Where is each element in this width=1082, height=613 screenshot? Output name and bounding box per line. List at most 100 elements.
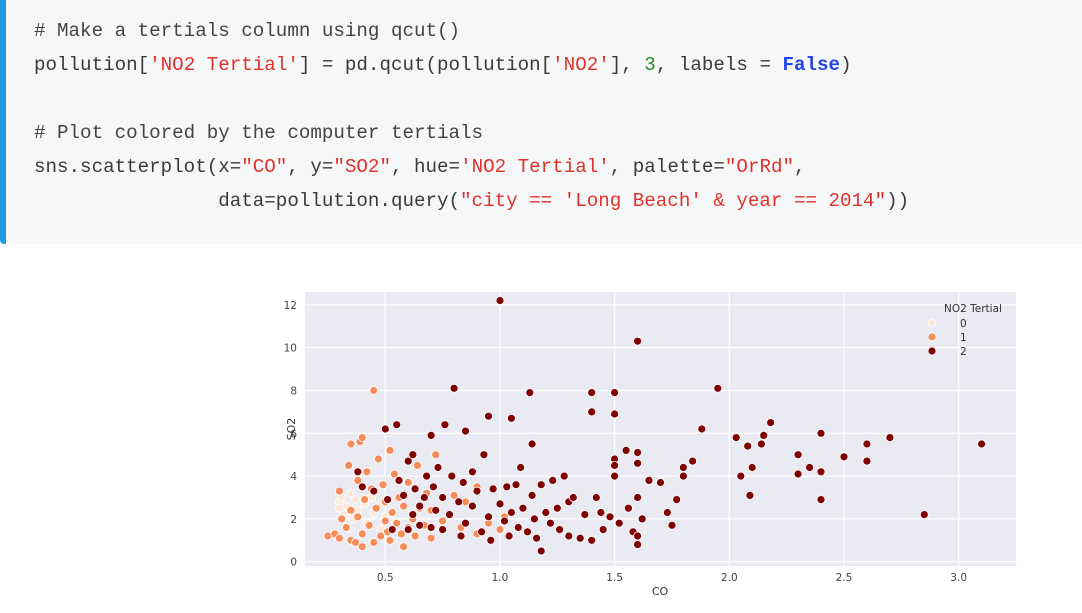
data-point bbox=[511, 480, 521, 490]
data-point bbox=[488, 484, 498, 494]
data-point bbox=[410, 484, 420, 494]
y-tick-label: 4 bbox=[290, 471, 297, 483]
scatter-plot-output: 0 2 4 6 8 10 12 0.5 1.0 1.5 2.0 2.5 3.0 CO SO2 NO2 … bbox=[270, 283, 1030, 609]
data-point bbox=[426, 430, 436, 440]
data-point bbox=[633, 458, 643, 468]
data-point bbox=[374, 454, 383, 464]
data-point bbox=[862, 439, 872, 449]
data-point bbox=[390, 469, 399, 479]
x-tick-label: 3.0 bbox=[950, 572, 967, 584]
code-token: 'NO2 Tertial' bbox=[149, 54, 299, 76]
code-token: data=pollution.query( bbox=[34, 190, 461, 212]
data-point bbox=[568, 493, 578, 502]
data-point bbox=[504, 531, 514, 541]
data-point bbox=[461, 426, 470, 436]
data-point bbox=[545, 518, 555, 528]
data-point bbox=[766, 418, 776, 428]
data-point bbox=[394, 475, 404, 485]
data-point bbox=[885, 433, 895, 443]
code-token: 'NO2' bbox=[552, 54, 610, 76]
data-point bbox=[472, 486, 482, 496]
legend-label: 2 bbox=[960, 346, 967, 358]
data-point bbox=[598, 525, 608, 535]
data-point bbox=[633, 336, 643, 346]
data-point bbox=[759, 430, 769, 440]
data-point bbox=[633, 493, 643, 502]
data-point bbox=[353, 467, 363, 477]
data-point bbox=[614, 518, 624, 528]
data-point bbox=[376, 531, 386, 541]
plot-area bbox=[305, 292, 1016, 566]
data-point bbox=[415, 501, 425, 511]
data-point bbox=[523, 527, 532, 537]
data-point bbox=[341, 523, 351, 532]
data-point bbox=[440, 420, 450, 430]
data-point bbox=[536, 546, 546, 556]
data-point bbox=[380, 424, 390, 434]
data-point bbox=[527, 439, 537, 449]
data-point bbox=[536, 480, 546, 490]
data-point bbox=[656, 478, 665, 487]
data-point bbox=[396, 529, 406, 539]
code-token: # Plot colored by the computer tertials bbox=[34, 122, 484, 144]
data-point bbox=[678, 471, 688, 481]
code-token: , bbox=[794, 156, 806, 178]
data-point bbox=[495, 296, 505, 306]
data-point bbox=[662, 508, 672, 517]
data-point bbox=[399, 542, 409, 552]
data-point bbox=[369, 486, 379, 496]
data-point bbox=[605, 512, 615, 522]
data-point bbox=[713, 383, 723, 393]
legend-label: 0 bbox=[960, 318, 967, 330]
code-token: )) bbox=[886, 190, 910, 212]
data-point bbox=[500, 516, 509, 526]
data-point bbox=[399, 501, 409, 511]
data-point bbox=[575, 533, 585, 543]
data-point bbox=[793, 469, 803, 479]
code-cell[interactable]: # Make a tertials column using qcut() pol… bbox=[0, 0, 1082, 244]
data-point bbox=[369, 538, 379, 547]
code-token: False bbox=[782, 54, 841, 76]
data-point bbox=[449, 490, 459, 500]
data-point bbox=[816, 495, 826, 505]
data-point bbox=[380, 516, 390, 526]
data-point bbox=[502, 482, 512, 492]
data-point bbox=[495, 499, 505, 509]
x-tick-label: 2.0 bbox=[721, 572, 738, 584]
data-point bbox=[426, 523, 436, 532]
code-token: 3 bbox=[644, 54, 656, 76]
data-point bbox=[506, 413, 516, 423]
y-tick-label: 12 bbox=[284, 300, 297, 312]
data-point bbox=[403, 525, 413, 535]
data-point bbox=[362, 467, 372, 477]
code-token: , palette= bbox=[609, 156, 725, 178]
code-line: sns.scatterplot(x="CO", y="SO2", hue='NO… bbox=[34, 150, 1082, 184]
data-point bbox=[408, 510, 418, 520]
data-point bbox=[346, 439, 356, 449]
data-point bbox=[688, 456, 698, 466]
data-point bbox=[360, 495, 369, 505]
x-tick-label: 1.0 bbox=[492, 572, 509, 584]
code-token: "OrRd" bbox=[724, 156, 794, 178]
data-point bbox=[415, 520, 425, 530]
data-point bbox=[484, 411, 493, 421]
data-point bbox=[644, 475, 654, 485]
data-point bbox=[484, 512, 493, 522]
data-point bbox=[495, 525, 505, 535]
data-point bbox=[610, 388, 620, 397]
data-point bbox=[467, 501, 477, 511]
data-point bbox=[392, 518, 402, 528]
code-token: sns.scatterplot(x= bbox=[34, 156, 242, 178]
y-axis-label: SO2 bbox=[285, 418, 298, 441]
data-point bbox=[816, 467, 826, 477]
code-token: 'NO2 Tertial' bbox=[460, 156, 610, 178]
y-tick-label: 10 bbox=[284, 343, 297, 355]
x-tick-label: 0.5 bbox=[377, 572, 394, 584]
data-point bbox=[697, 424, 707, 434]
data-point bbox=[552, 503, 562, 513]
data-point bbox=[364, 520, 374, 530]
data-point bbox=[564, 531, 574, 541]
data-point bbox=[919, 510, 929, 520]
data-point bbox=[387, 508, 397, 517]
